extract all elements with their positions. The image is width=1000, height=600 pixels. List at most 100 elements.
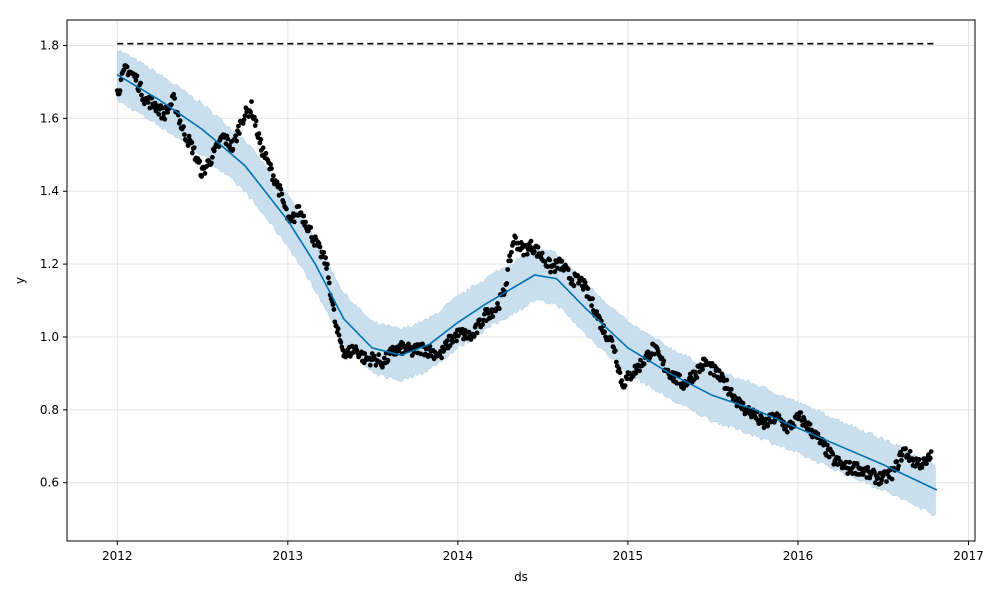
observation-point	[171, 91, 177, 97]
observation-point	[496, 306, 502, 312]
observation-point	[927, 455, 933, 461]
observation-point	[380, 364, 385, 370]
observation-point	[513, 235, 518, 241]
y-axis: 0.6 0.8 1.0 1.2 1.4 1.6 1.8	[40, 39, 67, 490]
observation-point	[202, 171, 208, 176]
observation-point	[894, 459, 900, 464]
observation-point	[539, 250, 545, 256]
y-tick-label: 0.8	[40, 403, 59, 417]
observation-point	[482, 311, 487, 317]
observation-point	[189, 140, 195, 145]
observation-point	[406, 341, 411, 347]
observation-point	[136, 88, 142, 94]
observation-point	[455, 333, 461, 339]
observation-point	[210, 154, 215, 160]
observation-point	[274, 179, 280, 185]
observation-point	[728, 386, 734, 392]
y-tick-label: 1.8	[40, 39, 59, 53]
observation-point	[330, 302, 336, 308]
observation-point	[326, 280, 332, 286]
observation-point	[248, 109, 254, 115]
observation-point	[765, 423, 771, 429]
observation-point	[602, 329, 607, 335]
observation-point	[847, 459, 853, 465]
observation-point	[308, 225, 314, 230]
observation-point	[324, 266, 329, 271]
observation-point	[147, 105, 153, 111]
observation-point	[240, 121, 246, 126]
observation-point	[716, 368, 722, 374]
observation-point	[139, 92, 144, 98]
observation-point	[547, 257, 553, 263]
observation-point	[263, 150, 269, 156]
observation-point	[542, 259, 548, 264]
observation-point	[156, 111, 162, 117]
x-tick-label: 2014	[443, 549, 474, 563]
x-tick-label: 2013	[273, 549, 304, 563]
observation-point	[495, 301, 500, 306]
observation-point	[613, 359, 619, 365]
observation-point	[627, 370, 633, 376]
observation-point	[331, 307, 337, 312]
observation-point	[236, 123, 241, 129]
observation-point	[418, 351, 423, 357]
observation-point	[652, 351, 657, 357]
observation-point	[291, 219, 297, 225]
observation-point	[197, 158, 203, 164]
observation-point	[585, 286, 591, 291]
observation-point	[802, 417, 807, 423]
observation-point	[907, 448, 913, 454]
observation-point	[655, 349, 661, 354]
observation-point	[872, 469, 877, 475]
observation-point	[189, 150, 195, 156]
x-tick-label: 2017	[953, 549, 984, 563]
observation-point	[906, 454, 911, 459]
observation-point	[535, 244, 541, 250]
observation-point	[258, 137, 264, 142]
y-tick-label: 1.0	[40, 330, 59, 344]
observation-point	[278, 186, 284, 192]
observation-point	[279, 191, 285, 197]
observation-point	[641, 361, 647, 367]
observation-point	[732, 394, 738, 400]
observation-point	[899, 452, 905, 458]
observation-point	[269, 166, 274, 172]
observation-point	[505, 267, 511, 272]
observation-point	[815, 431, 821, 437]
observation-point	[134, 73, 140, 79]
observation-point	[145, 100, 151, 105]
observation-point	[552, 269, 558, 275]
observation-point	[211, 148, 217, 154]
observation-point	[590, 296, 595, 302]
observation-point	[720, 374, 726, 380]
observation-point	[884, 479, 889, 484]
observation-point	[124, 64, 130, 70]
observation-point	[565, 267, 571, 273]
observation-point	[296, 204, 302, 209]
y-tick-label: 1.2	[40, 257, 59, 271]
observation-point	[454, 338, 459, 344]
observation-point	[879, 477, 885, 483]
observation-point	[617, 370, 623, 375]
forecast-yhat-line	[116, 74, 938, 491]
observation-point	[724, 377, 730, 383]
observation-point	[177, 118, 183, 123]
observation-point	[694, 375, 700, 380]
y-axis-label: y	[13, 277, 27, 284]
observation-point	[877, 470, 883, 476]
observation-point	[191, 145, 197, 151]
observation-point	[896, 463, 901, 469]
observation-point	[569, 277, 575, 283]
observation-point	[798, 410, 804, 416]
observation-point	[531, 249, 537, 255]
observation-point	[638, 357, 643, 363]
observation-point	[321, 250, 327, 255]
interval-band	[117, 50, 936, 516]
observation-point	[571, 283, 577, 289]
observation-point	[117, 88, 123, 94]
observation-point	[225, 136, 231, 142]
observation-point	[509, 249, 514, 255]
x-axis-label: ds	[514, 570, 528, 584]
observation-point	[474, 330, 480, 336]
x-tick-label: 2015	[613, 549, 644, 563]
